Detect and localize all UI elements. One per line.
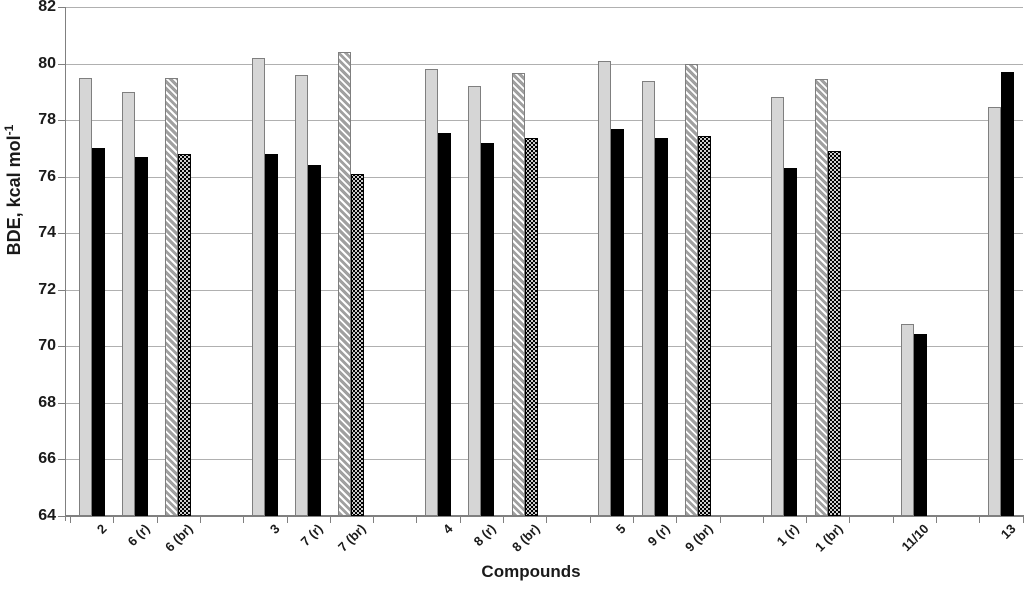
x-axis-tick [936, 517, 937, 523]
x-axis-tick [329, 517, 331, 523]
bar-black [481, 142, 495, 516]
x-axis-tick [762, 517, 764, 523]
bar-dotted [827, 151, 841, 516]
y-tick-label: 82 [38, 0, 56, 15]
bar-hatched [338, 52, 352, 516]
bar-gray [425, 69, 439, 516]
y-tick-label: 66 [38, 450, 56, 468]
y-tick-label: 76 [38, 167, 56, 185]
bar-dotted [178, 154, 192, 516]
y-tick-label: 70 [38, 337, 56, 355]
y-axis-tick [58, 63, 65, 65]
bar-gray [641, 80, 655, 516]
bar-gray [468, 86, 482, 516]
bar-dotted [697, 135, 711, 516]
bar-gray [901, 323, 915, 516]
gridline [65, 402, 1023, 404]
x-axis-tick [589, 517, 591, 523]
x-axis-tick [199, 517, 201, 523]
x-axis-tick [503, 517, 504, 523]
y-axis-tick [58, 7, 65, 8]
x-axis-title: Compounds [481, 562, 581, 581]
x-axis-tick [416, 517, 418, 523]
bar-gray [121, 91, 135, 516]
y-tick-label: 74 [38, 224, 56, 242]
bar-black [784, 168, 798, 516]
x-axis-line [65, 515, 1024, 517]
bar-black [91, 148, 105, 516]
x-axis-tick [286, 517, 288, 523]
y-axis-tick [58, 120, 65, 122]
x-axis-tick [373, 517, 375, 523]
y-tick-label: 68 [38, 393, 56, 411]
x-axis-tick [113, 517, 115, 523]
x-axis-tick [243, 517, 245, 523]
y-axis-tick [58, 289, 65, 291]
gridline [65, 120, 1023, 122]
gridline [65, 289, 1023, 291]
bar-hatched [165, 77, 179, 516]
bar-black [1000, 72, 1014, 516]
y-axis-title-text: BDE, kcal mol [4, 135, 24, 256]
bar-black [611, 128, 625, 516]
x-axis-tick [806, 517, 808, 523]
y-tick-label: 80 [38, 54, 56, 72]
x-axis-tick [676, 517, 678, 523]
bar-gray [771, 97, 785, 516]
bar-gray [987, 107, 1001, 516]
bar-black [438, 132, 452, 516]
bar-hatched [814, 79, 828, 516]
y-axis-tick [58, 516, 65, 517]
y-axis-tick [58, 459, 65, 461]
x-axis-tick [719, 517, 721, 523]
x-axis-tick [979, 517, 981, 523]
x-axis-tick [156, 517, 158, 523]
bar-gray [295, 74, 309, 516]
y-tick-label: 72 [38, 280, 56, 298]
bar-black [264, 154, 278, 516]
gridline [65, 459, 1023, 461]
bar-dotted [524, 138, 538, 516]
bar-hatched [684, 63, 698, 516]
y-tick-label: 78 [38, 111, 56, 129]
x-axis-tick [892, 517, 894, 523]
x-axis-tick [70, 517, 71, 523]
y-tick-label: 64 [38, 507, 56, 524]
bar-gray [78, 77, 92, 516]
y-axis-tick [58, 346, 65, 348]
bar-black [654, 138, 668, 516]
y-axis-tick [58, 233, 65, 235]
gridline [65, 346, 1023, 348]
bar-black [914, 333, 928, 516]
y-axis-title: BDE, kcal mol-1 [2, 30, 26, 350]
y-axis-tick [58, 176, 65, 178]
bar-black [134, 156, 148, 516]
x-axis-tick [1022, 517, 1024, 523]
x-axis-tick [632, 517, 634, 523]
y-axis-line [65, 7, 66, 521]
x-axis-tick [459, 517, 461, 523]
bar-gray [251, 57, 265, 516]
bar-dotted [351, 173, 365, 516]
gridline [65, 233, 1023, 235]
gridline [65, 63, 1023, 65]
bar-hatched [511, 73, 525, 516]
y-axis-tick [58, 402, 65, 404]
y-axis-title-exponent: -1 [2, 124, 16, 136]
bar-black [308, 165, 322, 516]
x-axis-tick [849, 517, 851, 523]
x-axis-tick [546, 517, 548, 523]
gridline [65, 7, 1023, 8]
bar-gray [598, 60, 612, 516]
gridline [65, 176, 1023, 178]
